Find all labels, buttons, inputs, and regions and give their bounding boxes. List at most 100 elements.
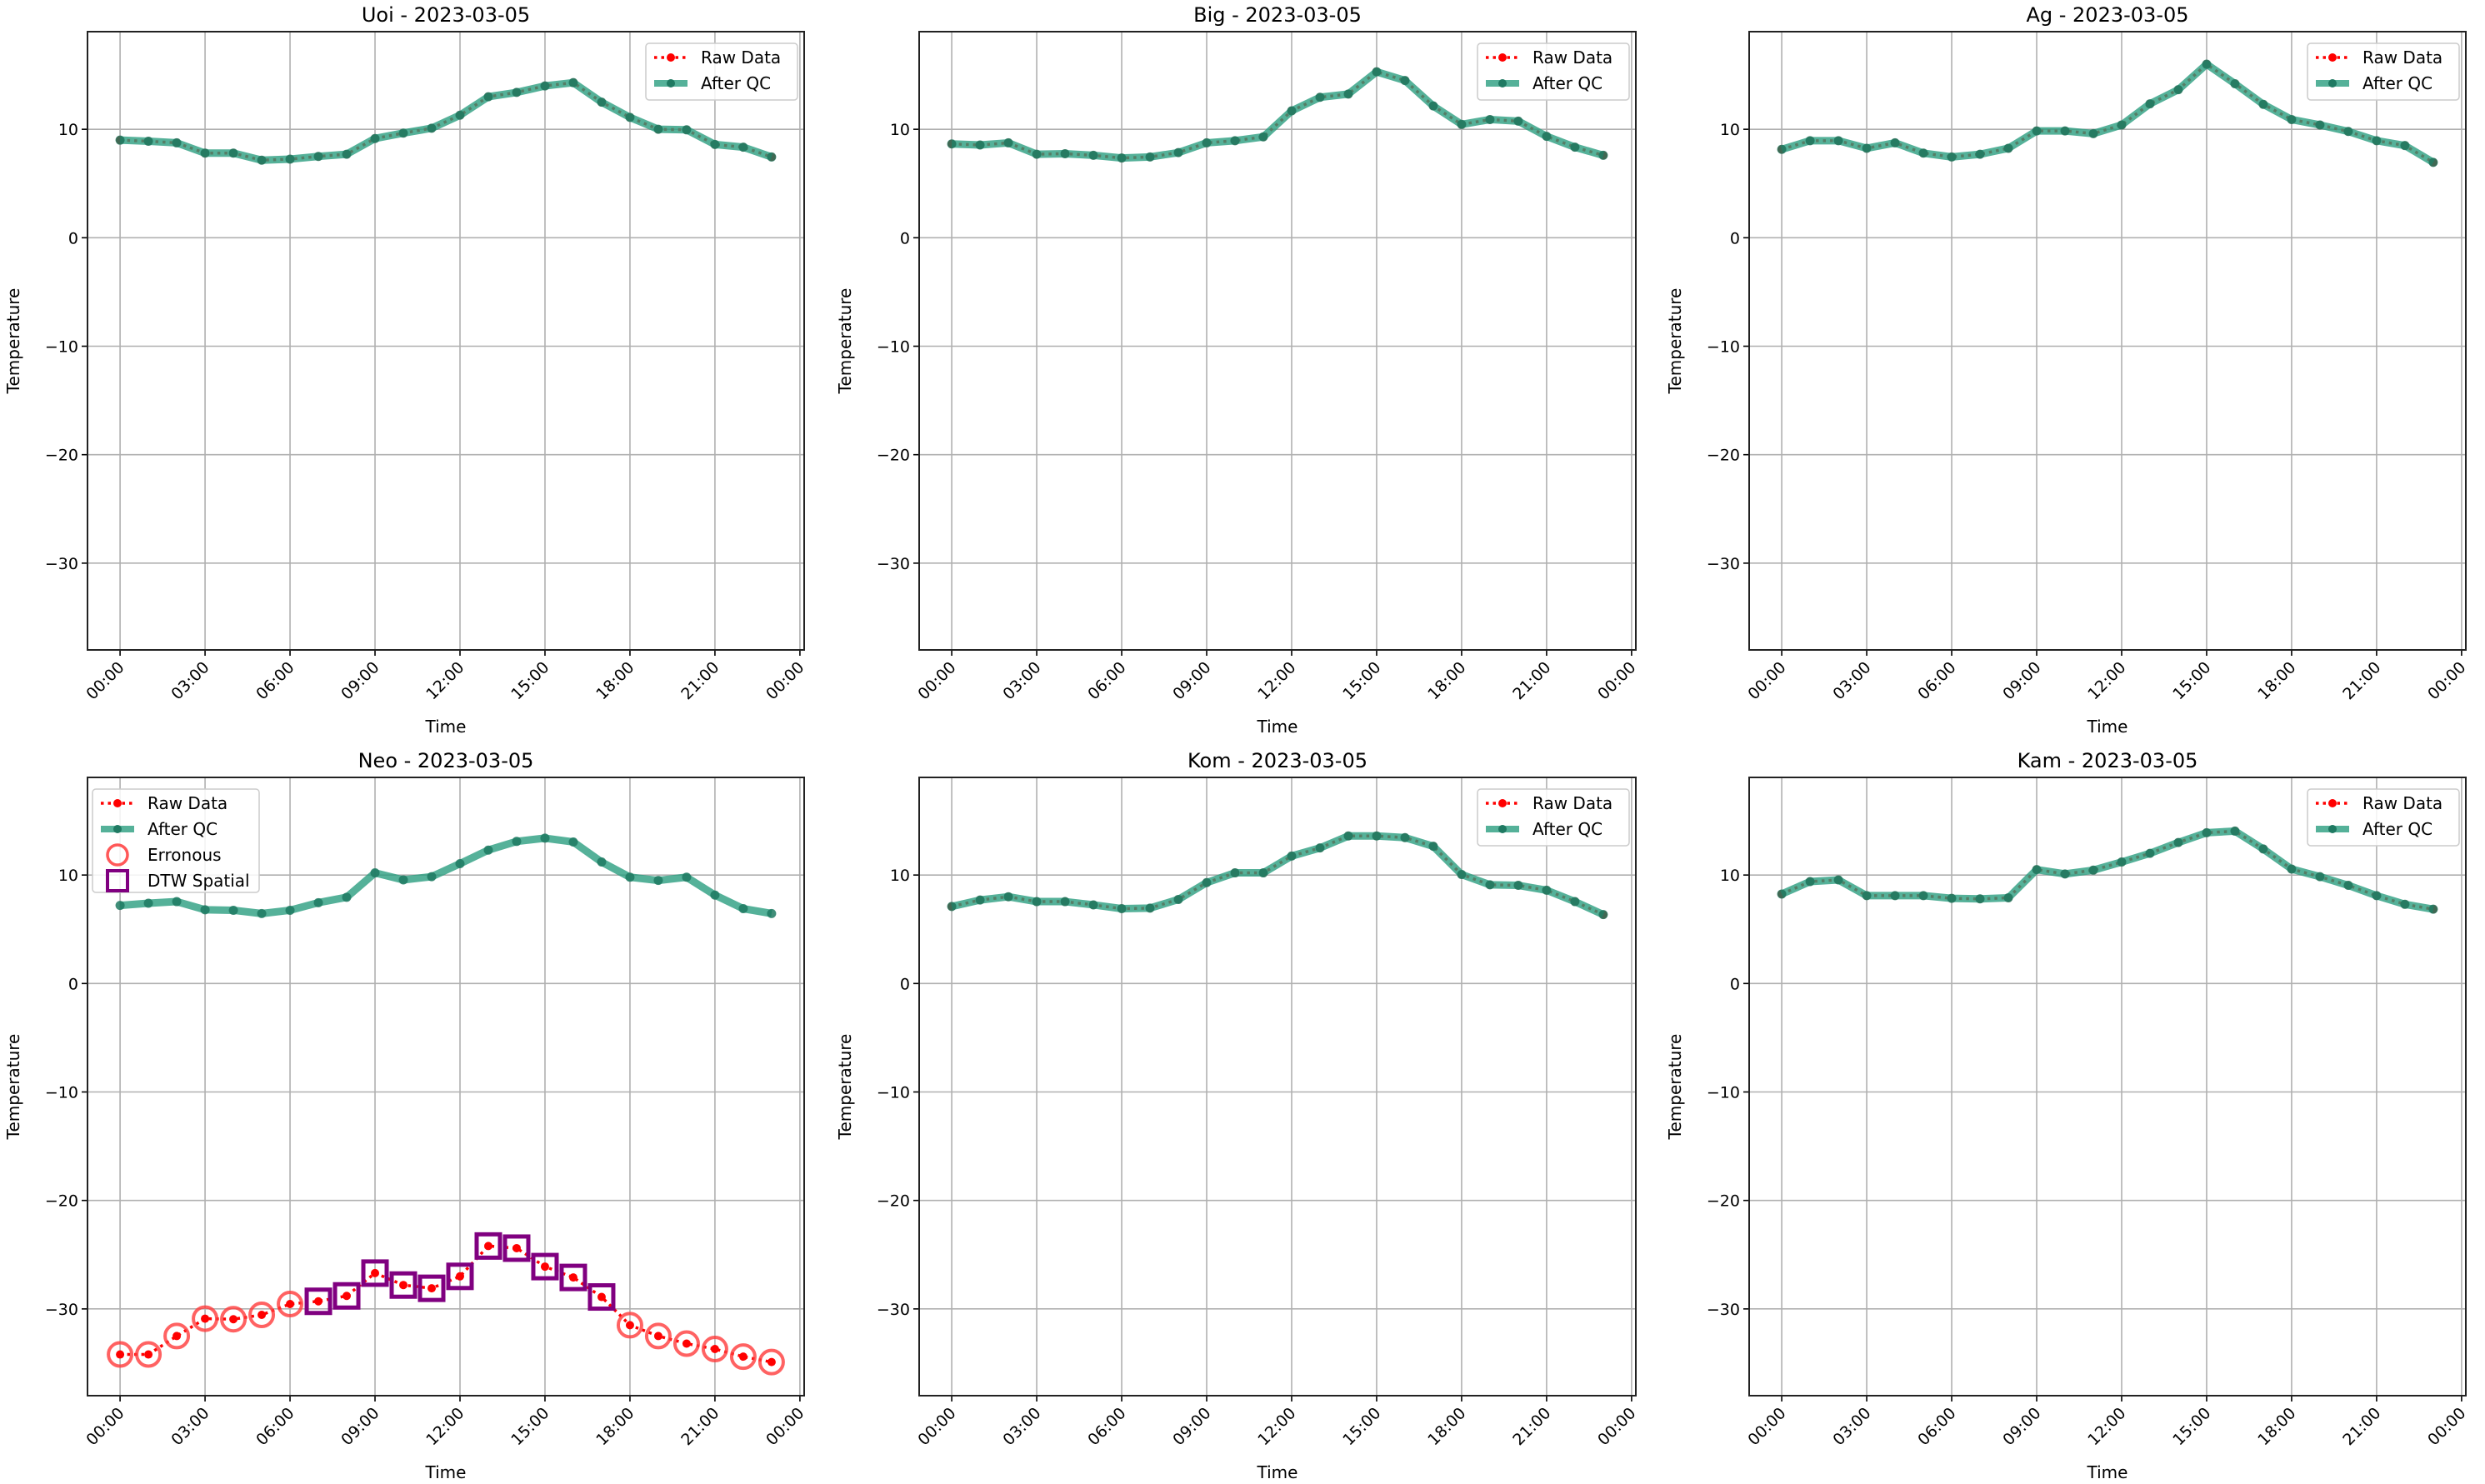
legend: Raw Data After QC (2307, 42, 2460, 101)
after-qc-point (1890, 891, 1900, 901)
subplot-kom: 00:00 03:00 06:00 09:00 12:00 15:00 18:00 21:00… (835, 749, 1639, 1482)
after-qc-line (951, 832, 1605, 918)
y-tick-label: −20 (877, 447, 910, 465)
y-axis-label: Temperature (3, 288, 23, 395)
y-tick-label: −20 (1707, 1192, 1740, 1211)
after-qc-line (1780, 60, 2436, 166)
after-qc-point (257, 155, 267, 165)
after-qc-point (1400, 76, 1410, 86)
erroneous-marker (729, 1343, 757, 1371)
after-qc-point (483, 92, 493, 102)
dtw-spatial-marker (304, 1287, 332, 1316)
after-qc-point (975, 140, 985, 150)
x-tick-label: 03:00 (999, 658, 1044, 703)
subplot-title: Ag - 2023-03-05 (2026, 3, 2188, 27)
after-qc-point (1570, 142, 1580, 152)
after-qc-point (313, 897, 323, 907)
after-qc-point (1173, 147, 1183, 157)
raw-data-point (342, 1292, 352, 1301)
after-qc-point (285, 905, 295, 915)
after-qc-point (143, 136, 153, 146)
raw-data-point (738, 1352, 748, 1362)
x-tick-label: 00:00 (1594, 1404, 1639, 1449)
after-qc-point (427, 123, 437, 133)
erroneous-marker (672, 1330, 700, 1357)
legend-qc-marker (113, 825, 122, 833)
x-tick-label: 12:00 (2084, 1404, 2129, 1449)
after-qc-point (1060, 897, 1070, 907)
x-axis-label: Time (1257, 717, 1298, 737)
raw-data-point (682, 1339, 691, 1348)
legend-label: After QC (148, 819, 218, 839)
x-tick-label: 12:00 (1254, 658, 1299, 703)
after-qc-point (115, 135, 125, 145)
after-qc-point (342, 149, 352, 159)
after-qc-point (1918, 148, 1928, 158)
legend: Raw Data After QC Erronous DTW Spatial (92, 788, 260, 893)
after-qc-point (2088, 128, 2098, 138)
x-tick-label: 15:00 (1339, 1404, 1384, 1449)
legend-raw-marker (2328, 53, 2337, 62)
after-qc-point (710, 139, 720, 149)
after-qc-point (1485, 114, 1495, 124)
y-tick-label: −10 (1707, 338, 1740, 357)
after-qc-point (1862, 891, 1872, 901)
x-tick-label: 21:00 (1509, 658, 1554, 703)
after-qc-point (975, 895, 985, 905)
after-qc-point (597, 857, 607, 867)
x-tick-label: 00:00 (1744, 1404, 1789, 1449)
subplot-neo: 00:00 03:00 06:00 09:00 12:00 15:00 18:00 21:00… (3, 749, 808, 1482)
x-tick-label: 00:00 (762, 658, 808, 703)
after-qc-point (2343, 881, 2353, 891)
axes-frame (87, 777, 805, 1397)
x-tick-label: 00:00 (914, 1404, 959, 1449)
after-qc-point (1457, 119, 1467, 129)
after-qc-point (1202, 137, 1212, 147)
after-qc-point (1117, 904, 1127, 914)
after-qc-point (653, 124, 663, 134)
after-qc-point (2315, 872, 2325, 882)
x-tick-label: 00:00 (1744, 658, 1789, 703)
y-tick-label: −20 (45, 1192, 78, 1211)
y-tick-label: −10 (45, 338, 78, 357)
legend-label: After QC (1532, 73, 1602, 93)
after-qc-point (1513, 881, 1523, 891)
x-tick-label: 09:00 (1999, 1404, 2044, 1449)
after-qc-point (512, 87, 522, 97)
y-tick-label: 0 (1730, 229, 1740, 247)
subplot-uoi: 00:00 03:00 06:00 09:00 12:00 15:00 18:00 21:00… (3, 3, 808, 737)
erroneous-marker (107, 1341, 134, 1368)
x-tick-label: 09:00 (1169, 1404, 1214, 1449)
x-tick-label: 12:00 (1254, 1404, 1299, 1449)
y-tick-label: −10 (877, 1084, 910, 1102)
x-tick-label: 06:00 (1084, 1404, 1129, 1449)
after-qc-point (1975, 894, 1985, 904)
after-qc-point (2400, 141, 2410, 151)
after-qc-point (1947, 152, 1957, 162)
raw-data-point (625, 1321, 634, 1330)
y-tick-label: −10 (45, 1084, 78, 1102)
dtw-spatial-marker (502, 1234, 531, 1262)
after-qc-point (1088, 900, 1098, 910)
y-tick-label: −30 (1707, 1301, 1740, 1319)
axes-frame (918, 777, 1637, 1397)
after-qc-point (455, 858, 465, 868)
after-qc-point (1833, 875, 1843, 885)
dtw-spatial-marker (588, 1283, 616, 1312)
after-qc-point (1088, 150, 1098, 160)
y-axis-label: Temperature (3, 1034, 23, 1141)
after-qc-point (540, 81, 550, 91)
after-qc-point (1003, 892, 1013, 902)
legend-label: Raw Data (2362, 47, 2442, 67)
after-qc-point (2003, 143, 2013, 153)
x-axis-label: Time (2087, 1462, 2128, 1482)
after-qc-point (257, 908, 267, 918)
x-tick-label: 18:00 (1424, 658, 1469, 703)
x-tick-label: 15:00 (2169, 658, 2214, 703)
after-qc-point (767, 152, 777, 162)
y-tick-label: 0 (68, 229, 78, 247)
after-qc-point (1598, 910, 1608, 920)
after-qc-point (1513, 116, 1523, 126)
raw-data-point (371, 1268, 380, 1277)
